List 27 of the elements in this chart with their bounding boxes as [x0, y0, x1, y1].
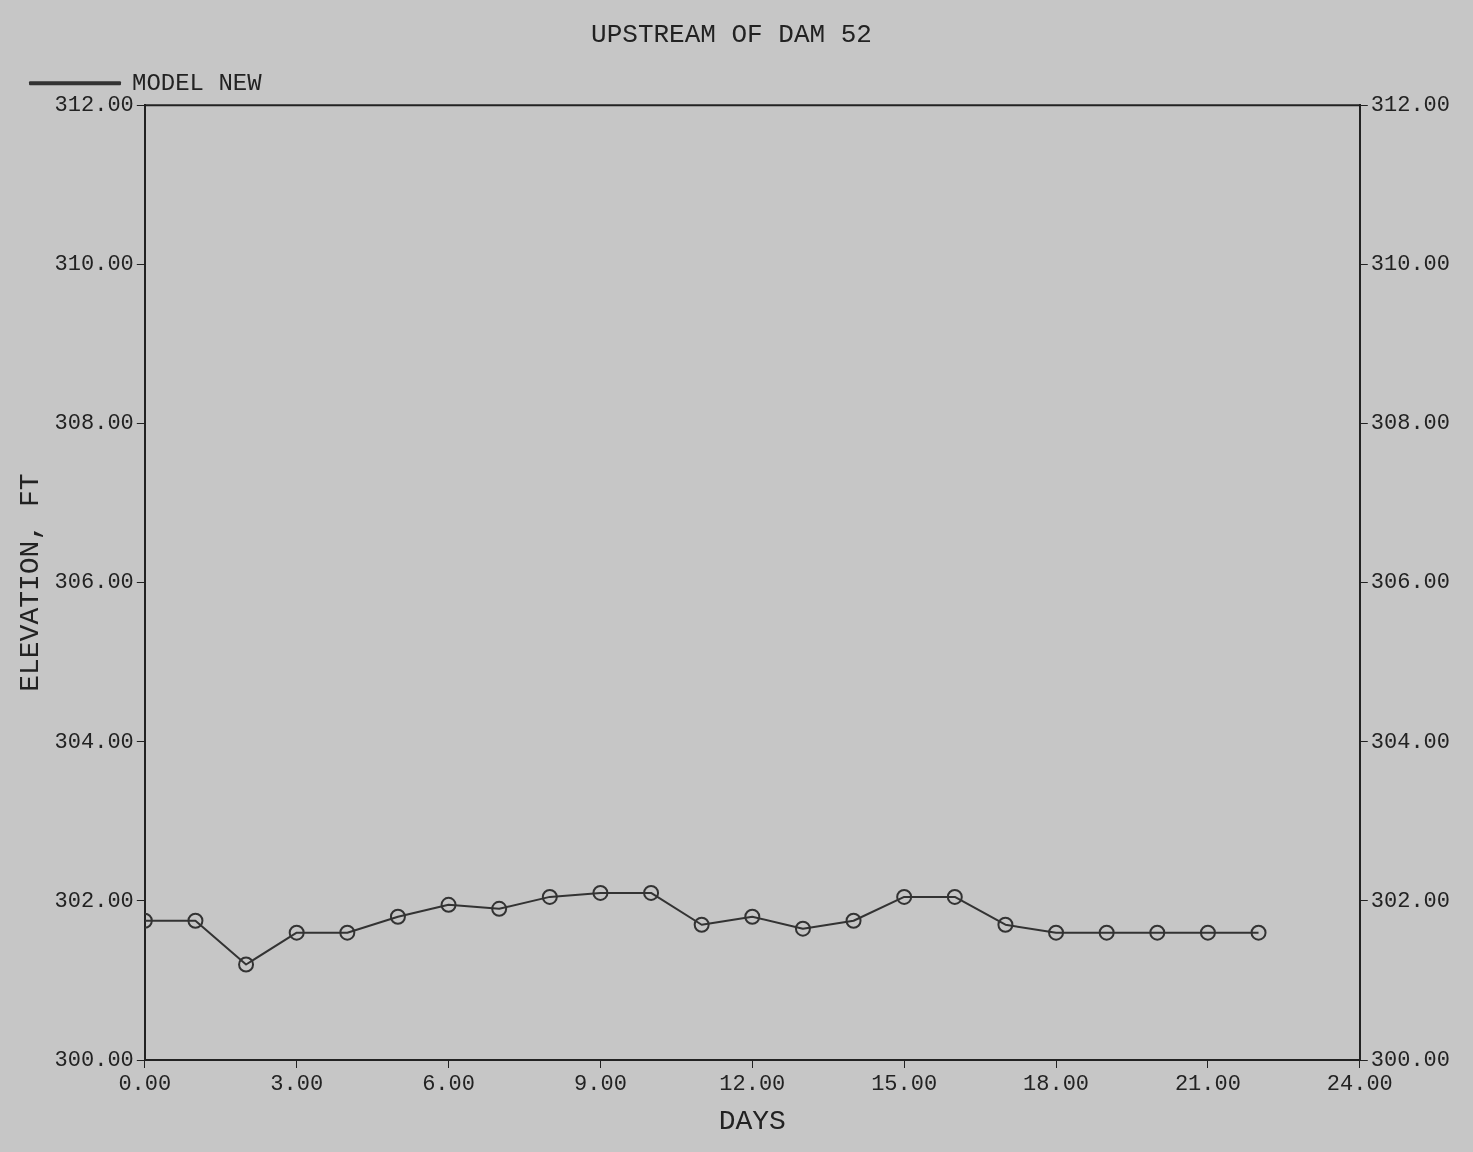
- y2-tick-label: 310.00: [1370, 252, 1451, 278]
- x-tick-label: 15.00: [871, 1072, 938, 1098]
- y2-tick-label: 312.00: [1370, 93, 1451, 119]
- x-tick-label: 3.00: [270, 1072, 324, 1098]
- x-tick-label: 24.00: [1326, 1072, 1393, 1098]
- x-tick-label: 21.00: [1174, 1072, 1241, 1098]
- x-tick-label: 9.00: [574, 1072, 627, 1098]
- y-axis-title: ELEVATION, FT: [15, 473, 47, 692]
- y-tick-label: 308.00: [54, 411, 134, 437]
- x-tick-label: 18.00: [1023, 1072, 1090, 1098]
- y2-tick-label: 306.00: [1370, 570, 1451, 596]
- y2-tick-label: 308.00: [1370, 411, 1451, 437]
- x-tick-label: 6.00: [422, 1072, 475, 1098]
- x-tick-label: 12.00: [719, 1072, 786, 1098]
- legend-label: MODEL NEW: [132, 69, 263, 97]
- y-tick-label: 304.00: [54, 729, 134, 755]
- y2-tick-label: 304.00: [1370, 729, 1451, 755]
- y-tick-label: 302.00: [54, 888, 134, 914]
- x-axis-title: DAYS: [718, 1105, 786, 1137]
- y-tick-label: 310.00: [54, 252, 134, 278]
- y-tick-label: 306.00: [54, 570, 134, 596]
- y-tick-label: 312.00: [54, 93, 134, 119]
- y-tick-label: 300.00: [54, 1047, 134, 1073]
- y2-tick-label: 300.00: [1370, 1047, 1451, 1073]
- chart-title: UPSTREAM OF DAM 52: [591, 20, 872, 51]
- x-tick-label: 0.00: [118, 1072, 172, 1098]
- y2-tick-label: 302.00: [1370, 888, 1451, 914]
